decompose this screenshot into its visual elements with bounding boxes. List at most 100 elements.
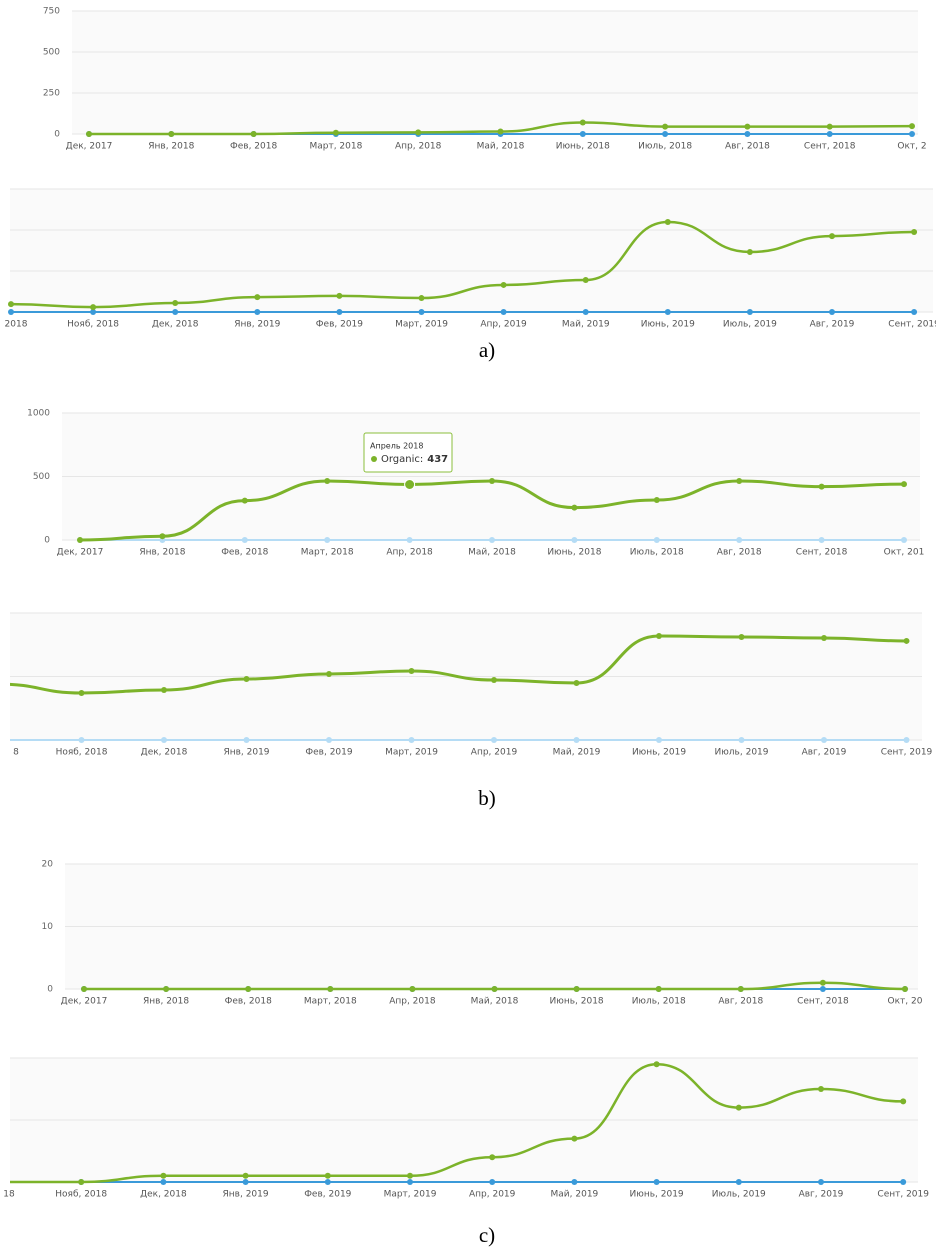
data-point: [582, 309, 589, 315]
data-point: [415, 129, 422, 136]
x-tick-label: Авг, 2018: [717, 548, 762, 558]
x-tick-label: Нояб, 2018: [56, 748, 108, 758]
x-tick-label: Фев, 2018: [230, 142, 277, 152]
y-tick-label: 500: [43, 48, 60, 58]
series-line: [10, 634, 907, 695]
data-point: [821, 737, 827, 743]
data-point: [571, 537, 578, 543]
data-point: [324, 1179, 331, 1185]
x-tick-label: Апр, 2018: [395, 142, 442, 152]
data-point: [903, 637, 910, 644]
y-tick-label: 0: [54, 130, 60, 140]
data-point: [489, 1154, 496, 1161]
data-point: [324, 477, 331, 484]
x-tick-label: Окт, 20: [888, 997, 923, 1007]
data-point: [902, 986, 908, 992]
x-tick-label: Март, 2019: [384, 1190, 437, 1200]
x-tick-label: Авг, 2018: [725, 142, 770, 152]
data-point: [243, 676, 250, 683]
data-point: [735, 1104, 742, 1111]
x-tick-label: Янв, 2019: [223, 1190, 269, 1200]
data-point: [909, 123, 915, 130]
y-tick-label: 10: [42, 922, 54, 932]
data-point: [901, 537, 907, 543]
data-point: [662, 131, 669, 137]
data-point: [656, 737, 662, 743]
data-point: [8, 309, 14, 315]
x-tick-label: Фев, 2019: [304, 1190, 351, 1200]
x-tick-label: Июнь, 2018: [547, 548, 601, 558]
data-point: [736, 477, 743, 484]
data-point: [818, 537, 825, 543]
x-tick-label: Апр, 2019: [471, 748, 518, 758]
data-point: [579, 119, 586, 126]
x-tick-label: Март, 2019: [385, 748, 438, 758]
x-tick-label: Апр, 2018: [386, 548, 433, 558]
x-tick-label: Июнь, 2019: [632, 748, 686, 758]
x-tick-label: Нояб, 2018: [55, 1190, 107, 1200]
data-point: [81, 986, 87, 992]
data-point: [911, 309, 918, 315]
data-point: [500, 281, 507, 288]
data-point: [571, 1135, 578, 1142]
data-point: [500, 309, 507, 315]
data-point: [172, 309, 179, 315]
data-point: [324, 1172, 331, 1179]
x-tick-label: Май, 2018: [468, 548, 516, 558]
x-tick-label: 18: [3, 1190, 15, 1200]
x-tick-label: Сент, 2019: [877, 1190, 929, 1200]
x-tick-label: 2018: [5, 320, 28, 330]
x-tick-label: Июнь, 2018: [550, 997, 604, 1007]
x-tick-label: Янв, 2018: [143, 997, 189, 1007]
caption: c): [479, 1223, 495, 1247]
series-line: [10, 220, 915, 309]
x-tick-label: Янв, 2019: [223, 748, 269, 758]
x-tick-label: Июнь, 2019: [630, 1190, 684, 1200]
data-point: [161, 686, 167, 693]
data-point: [324, 537, 331, 543]
x-tick-label: Сент, 2018: [797, 997, 849, 1007]
x-tick-label: Июль, 2019: [715, 748, 769, 758]
x-tick-label: Сент, 2018: [796, 548, 848, 558]
y-tick-label: 1000: [27, 409, 50, 419]
data-point: [744, 123, 751, 130]
x-tick-label: Сент, 2019: [888, 320, 936, 330]
tooltip-dot: [371, 456, 377, 462]
data-point: [909, 131, 915, 137]
data-point: [738, 634, 745, 641]
x-tick-label: Авг, 2019: [799, 1190, 844, 1200]
x-tick-label: Май, 2018: [477, 142, 525, 152]
data-point: [242, 1179, 249, 1185]
data-point: [78, 1179, 85, 1185]
x-tick-label: Сент, 2019: [881, 748, 933, 758]
x-tick-label: Май, 2019: [553, 748, 601, 758]
data-point: [900, 1179, 907, 1185]
y-tick-label: 500: [33, 472, 50, 482]
x-tick-label: Май, 2019: [551, 1190, 599, 1200]
data-point: [818, 1086, 824, 1092]
data-point: [738, 737, 745, 743]
tooltip-title: Апрель 2018: [370, 442, 423, 451]
data-point: [163, 986, 170, 992]
x-tick-label: Авг, 2019: [802, 748, 847, 758]
data-point: [903, 737, 910, 743]
y-tick-label: 250: [43, 89, 60, 99]
tooltip: Апрель 2018 Organic: 437: [363, 432, 453, 473]
data-point: [901, 481, 907, 488]
x-tick-label: Май, 2018: [471, 997, 519, 1007]
data-point: [78, 737, 85, 743]
data-point: [243, 737, 250, 743]
data-point: [408, 668, 415, 675]
data-point: [86, 131, 92, 137]
data-point: [254, 294, 261, 301]
data-point: [497, 128, 504, 135]
data-point: [746, 309, 753, 315]
chart: 0 10 20 Дек, 2017 Янв, 2018 Фев, 2018 Март, 20…: [42, 860, 923, 1007]
data-point: [656, 632, 662, 639]
data-point: [242, 1172, 249, 1179]
data-point: [241, 497, 248, 504]
y-tick-label: 0: [44, 536, 50, 546]
y-tick-label: 20: [42, 860, 54, 870]
data-point: [735, 1179, 742, 1185]
data-point: [489, 537, 495, 543]
